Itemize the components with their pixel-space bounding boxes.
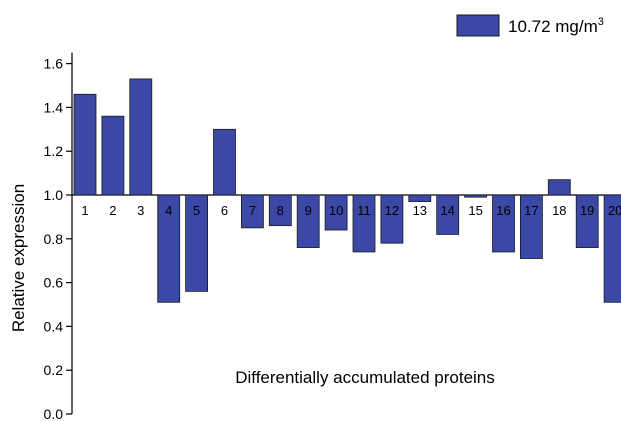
category-label-1: 1 xyxy=(81,203,88,218)
category-label-13: 13 xyxy=(413,203,427,218)
category-label-4: 4 xyxy=(165,203,172,218)
category-label-2: 2 xyxy=(109,203,116,218)
y-tick-label: 1.4 xyxy=(44,99,64,115)
legend-label-superscript: 3 xyxy=(598,16,604,28)
bar-15 xyxy=(464,194,488,198)
category-label-17: 17 xyxy=(524,203,538,218)
category-label-11: 11 xyxy=(357,203,371,218)
bar-17 xyxy=(520,194,543,259)
category-label-18: 18 xyxy=(552,203,566,218)
bar-8 xyxy=(268,194,292,227)
bar-4 xyxy=(157,194,181,303)
bar-11 xyxy=(352,194,376,253)
y-tick-label: 0.4 xyxy=(44,318,64,334)
bar-3 xyxy=(129,78,153,196)
bar-19 xyxy=(575,194,599,248)
category-label-7: 7 xyxy=(249,203,256,218)
bar-16 xyxy=(492,194,515,253)
bar-10 xyxy=(324,194,348,231)
category-label-14: 14 xyxy=(440,203,454,218)
category-label-19: 19 xyxy=(580,203,594,218)
y-axis-title: Relative expression xyxy=(9,184,28,332)
category-label-3: 3 xyxy=(137,203,144,218)
y-tick-labels: 0.0 0.2 0.4 0.6 0.8 1.0 1.2 1.4 1.6 xyxy=(44,56,64,421)
category-label-12: 12 xyxy=(385,203,399,218)
legend-label-main: 10.72 mg/m xyxy=(508,17,598,36)
bar-12 xyxy=(380,194,404,244)
bar-5 xyxy=(185,194,209,292)
bar-13 xyxy=(408,194,432,202)
chart-bars xyxy=(73,78,621,303)
y-tick-label: 0.0 xyxy=(44,406,64,421)
category-label-20: 20 xyxy=(608,203,621,218)
category-label-6: 6 xyxy=(221,203,228,218)
bar-20 xyxy=(603,194,621,303)
y-tick-label: 1.2 xyxy=(44,143,64,159)
legend-label: 10.72 mg/m3 xyxy=(508,16,604,36)
bar-9 xyxy=(296,194,320,248)
category-label-10: 10 xyxy=(329,203,343,218)
category-label-5: 5 xyxy=(193,203,200,218)
bar-1 xyxy=(73,93,97,196)
bar-7 xyxy=(240,194,264,229)
bar-2 xyxy=(101,115,125,196)
y-tick-label: 0.8 xyxy=(44,231,64,247)
bar-18 xyxy=(547,179,571,196)
y-tick-label: 1.6 xyxy=(44,56,64,72)
category-label-9: 9 xyxy=(305,203,312,218)
category-labels: 1 2 3 4 5 6 7 8 9 10 11 12 13 14 15 16 17 18 19 20 xyxy=(81,203,621,218)
bar-6 xyxy=(213,128,236,196)
y-tick-label: 0.6 xyxy=(44,275,64,291)
y-tick-label: 1.0 xyxy=(44,187,64,203)
category-label-16: 16 xyxy=(496,203,510,218)
legend-swatch xyxy=(456,14,500,37)
bar-14 xyxy=(436,194,460,235)
x-axis-title: Differentially accumulated proteins xyxy=(235,368,495,387)
legend: 10.72 mg/m3 xyxy=(456,14,604,37)
category-label-15: 15 xyxy=(468,203,482,218)
category-label-8: 8 xyxy=(277,203,284,218)
y-tick-label: 0.2 xyxy=(44,362,64,378)
